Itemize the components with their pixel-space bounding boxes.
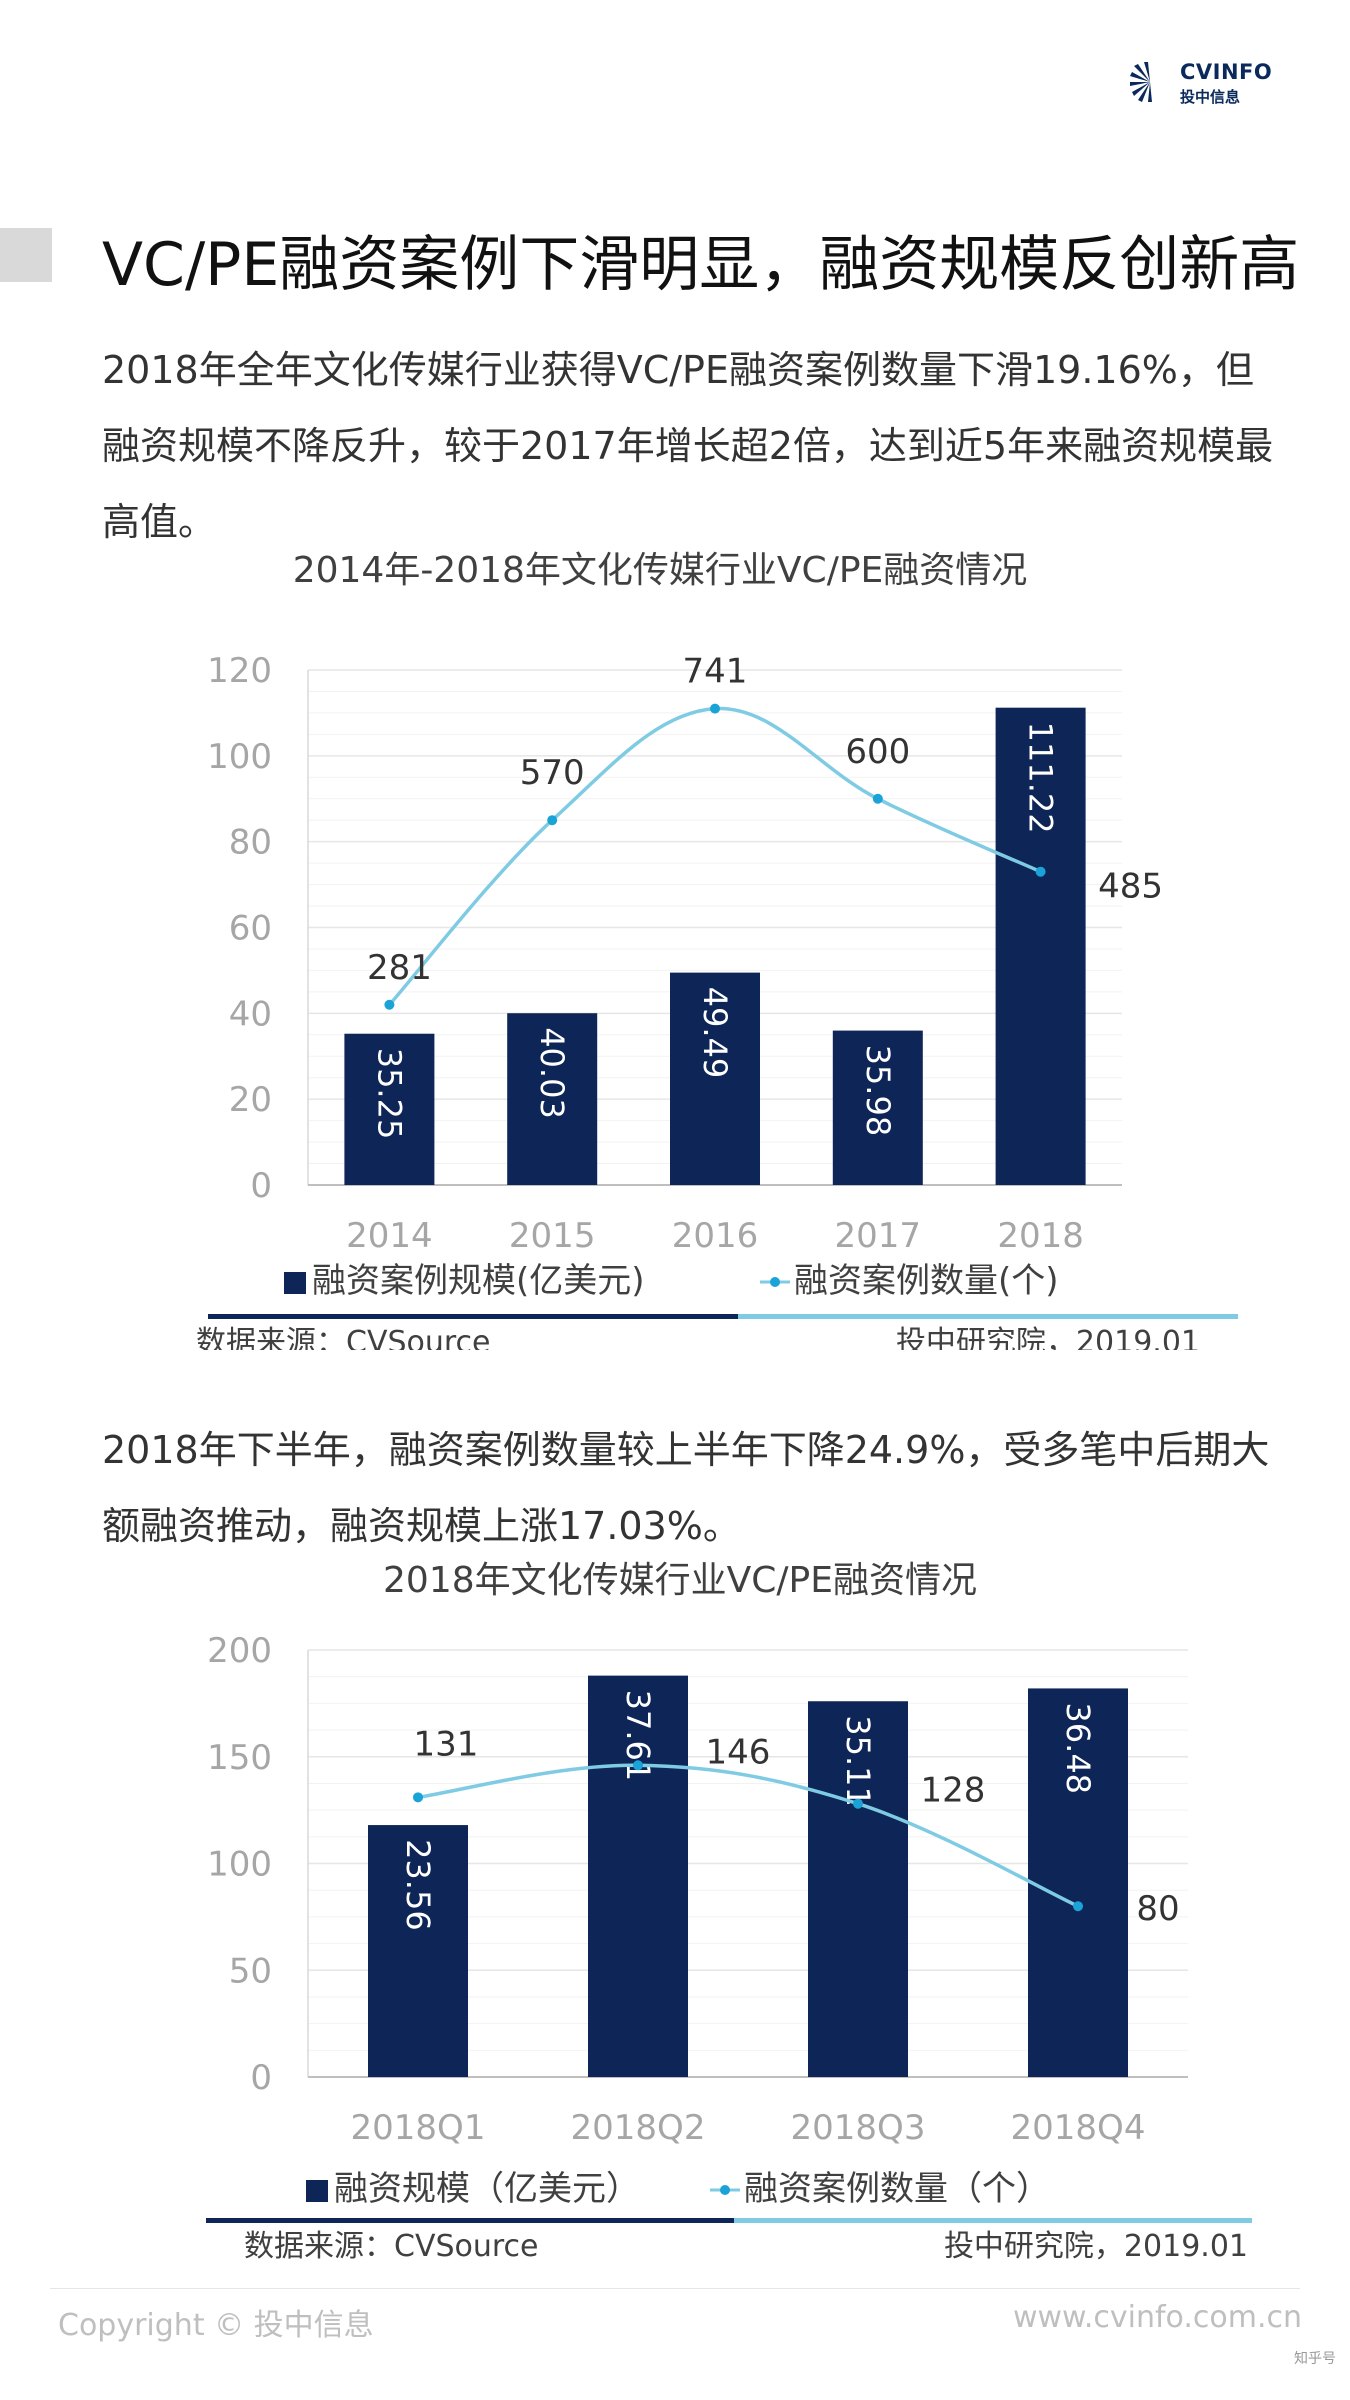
x-tick-label: 2016: [672, 1216, 759, 1256]
bar-value-label: 40.03: [533, 1027, 571, 1119]
chart-annual-svg: 2014年-2018年文化传媒行业VC/PE融资情况 0 20 40 60 80 100 12…: [196, 550, 1238, 1350]
y-tick-label: 150: [207, 1738, 272, 1778]
bar: [344, 1033, 435, 1185]
legend-swatch-bar: [306, 2180, 328, 2202]
bar: [368, 1825, 468, 2077]
y-tick-label: 0: [250, 1166, 272, 1206]
y-tick-label: 0: [250, 2058, 272, 2098]
line-value-label: 131: [414, 1724, 479, 1764]
y-tick-label: 100: [207, 1845, 272, 1885]
bar-value-label: 35.11: [839, 1715, 877, 1807]
y-tick-label: 200: [207, 1631, 272, 1671]
footer-copyright: Copyright © 投中信息: [58, 2308, 374, 2343]
x-tick-label: 2018Q4: [1011, 2108, 1146, 2148]
x-tick-label: 2018Q2: [571, 2108, 706, 2148]
y-tick-label: 80: [229, 823, 272, 863]
line-point: [413, 1792, 423, 1803]
legend-label-bar: 融资规模（亿美元）: [334, 2169, 640, 2209]
bar-value-label: 111.22: [1022, 722, 1060, 834]
page-title: VC/PE融资案例下滑明显，融资规模反创新高: [102, 230, 1300, 300]
bar: [995, 707, 1086, 1185]
watermark-text: 知乎号: [1294, 2351, 1336, 2367]
chart-quarterly: 2018年文化传媒行业VC/PE融资情况 0 50 100 150 200 23.56 37.…: [0, 1550, 1350, 2270]
y-tick-label: 120: [207, 651, 272, 691]
y-tick-label: 60: [229, 909, 272, 949]
line-value-label: 146: [706, 1732, 771, 1772]
x-tick-label: 2015: [509, 1216, 596, 1256]
line-value-label: 570: [520, 753, 585, 793]
line-point: [547, 815, 558, 826]
cvinfo-logo-icon: [1130, 62, 1152, 102]
y-tick-label: 40: [229, 994, 272, 1034]
legend-swatch-bar: [284, 1272, 306, 1294]
chart-annual: 2014年-2018年文化传媒行业VC/PE融资情况 0 20 40 60 80 100 12…: [0, 540, 1350, 1350]
source-note: 数据来源：CVSource: [196, 1325, 491, 1350]
y-tick-label: 20: [229, 1080, 272, 1120]
line-value-label: 741: [683, 652, 748, 692]
x-tick-label: 2014: [346, 1216, 433, 1256]
x-tick-label: 2018Q1: [351, 2108, 486, 2148]
line-point: [384, 999, 395, 1010]
credit-note: 投中研究院，2019.01: [944, 2229, 1248, 2264]
bar: [808, 1701, 908, 2077]
logo-brand: CVINFO: [1180, 60, 1273, 84]
line-point: [872, 793, 883, 804]
bar-value-label: 35.98: [859, 1045, 897, 1137]
y-tick-label: 100: [207, 737, 272, 777]
legend-label-bar: 融资案例规模(亿美元): [312, 1261, 645, 1301]
line-point: [1035, 866, 1046, 877]
series-line: [417, 1763, 1079, 1908]
bar: [1028, 1688, 1128, 2077]
x-tick-label: 2017: [835, 1216, 922, 1256]
bar-value-label: 23.56: [399, 1839, 437, 1931]
cvinfo-logo: CVINFO 投中信息: [1128, 58, 1272, 110]
chart-title: 2018年文化传媒行业VC/PE融资情况: [383, 1560, 977, 1601]
divider-dark: [206, 2218, 734, 2223]
divider-dark: [208, 1314, 738, 1319]
bar: [588, 1675, 688, 2077]
title-accent-bar: [0, 228, 52, 282]
bar-value-label: 35.25: [370, 1048, 408, 1140]
series-line: [388, 706, 1042, 1006]
line-point: [633, 1760, 643, 1771]
bar: [670, 972, 760, 1185]
line-value-label: 600: [845, 732, 910, 772]
summary-paragraph-1: 2018年全年文化传媒行业获得VC/PE融资案例数量下滑19.16%，但融资规模…: [102, 348, 1274, 544]
divider-light: [738, 1314, 1238, 1319]
footer-website[interactable]: www.cvinfo.com.cn: [1012, 2300, 1302, 2335]
divider-light: [734, 2218, 1252, 2223]
legend-swatch-point: [720, 2185, 730, 2195]
y-tick-label: 50: [229, 1951, 272, 1991]
line-point: [1073, 1901, 1083, 1912]
chart-title: 2014年-2018年文化传媒行业VC/PE融资情况: [293, 550, 1028, 591]
logo-subtitle: 投中信息: [1180, 88, 1241, 106]
legend-swatch-point: [770, 1277, 780, 1287]
footer-divider: [50, 2288, 1300, 2289]
line-value-label: 281: [367, 948, 432, 988]
bar-value-label: 49.49: [696, 987, 734, 1079]
line-value-label: 485: [1098, 867, 1163, 907]
line-point: [853, 1798, 863, 1809]
summary-paragraph-2: 2018年下半年，融资案例数量较上半年下降24.9%，受多笔中后期大额融资推动，…: [102, 1428, 1270, 1548]
chart-quarterly-svg: 2018年文化传媒行业VC/PE融资情况05010015020023.5637.…: [206, 1560, 1252, 2264]
legend-label-line: 融资案例数量(个): [794, 1261, 1059, 1301]
line-point: [710, 703, 720, 714]
bar-value-label: 36.48: [1059, 1702, 1097, 1794]
line-value-label: 128: [921, 1771, 986, 1811]
legend-label-line: 融资案例数量（个）: [744, 2169, 1050, 2209]
x-tick-label: 2018Q3: [791, 2108, 926, 2148]
source-note: 数据来源：CVSource: [244, 2229, 539, 2264]
x-tick-label: 2018: [997, 1216, 1084, 1256]
bar: [507, 1013, 598, 1185]
line-value-label: 80: [1136, 1889, 1179, 1929]
credit-note: 投中研究院，2019.01: [896, 1325, 1200, 1350]
bar: [832, 1030, 923, 1185]
